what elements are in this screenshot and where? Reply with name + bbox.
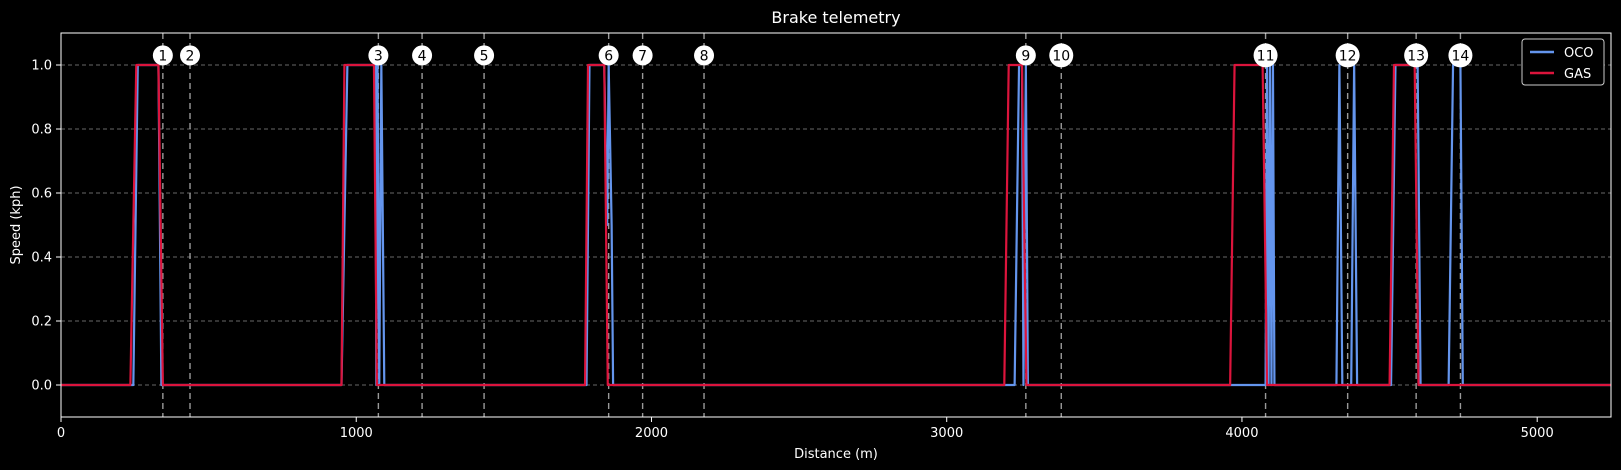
corner-badge [632, 45, 653, 66]
chart-title: Brake telemetry [771, 8, 900, 27]
x-tick-label: 1000 [340, 426, 373, 441]
y-tick-label: 1.0 [31, 59, 52, 74]
corner-label: 7 [638, 48, 647, 64]
corner-badge [368, 45, 389, 66]
corner-label: 10 [1052, 48, 1070, 64]
corner-label: 8 [700, 48, 709, 64]
x-axis: 0 1000 2000 3000 4000 5000 [57, 417, 1554, 441]
corner-label: 6 [604, 48, 613, 64]
y-tick-label: 0.2 [31, 315, 52, 330]
corner-label: 11 [1257, 48, 1275, 64]
corner-badge [180, 45, 201, 66]
series-line-gas [61, 63, 1611, 387]
corner-badge [152, 45, 173, 66]
corner-badge [1015, 45, 1036, 66]
corner-label: 9 [1021, 48, 1030, 64]
x-tick-label: 4000 [1225, 426, 1258, 441]
x-axis-label: Distance (m) [794, 447, 878, 462]
y-axis: 0.0 0.2 0.4 0.6 0.8 1.0 [31, 59, 61, 394]
corner-label: 1 [158, 48, 167, 64]
corner-labels: 1 2 3 4 5 6 7 8 9 10 11 12 13 14 [152, 43, 1473, 68]
x-tick-label: 3000 [930, 426, 963, 441]
corner-label: 2 [186, 48, 195, 64]
x-tick-label: 5000 [1521, 426, 1554, 441]
corner-badge [412, 45, 433, 66]
x-tick-label: 0 [57, 426, 65, 441]
legend-label-oco: OCO [1564, 46, 1594, 61]
corner-badge [1049, 43, 1074, 68]
corner-badge [1253, 43, 1278, 68]
y-tick-label: 0.8 [31, 123, 52, 138]
y-tick-label: 0.4 [31, 251, 52, 266]
corner-badge [1448, 43, 1473, 68]
corner-label: 14 [1452, 48, 1470, 64]
plot-area-frame [60, 32, 1612, 418]
corner-badge [1335, 43, 1360, 68]
corner-badge [694, 45, 715, 66]
corner-label: 4 [418, 48, 427, 64]
y-tick-label: 0.0 [31, 379, 52, 394]
corner-label: 5 [480, 48, 489, 64]
y-tick-label: 0.6 [31, 187, 52, 202]
y-axis-label: Speed (kph) [9, 185, 24, 264]
x-tick-label: 2000 [635, 426, 668, 441]
corner-badge [1404, 43, 1429, 68]
corner-badge [598, 45, 619, 66]
corner-label: 12 [1339, 48, 1357, 64]
corner-label: 13 [1407, 48, 1425, 64]
series-lines [61, 63, 1611, 387]
legend-label-gas: GAS [1564, 67, 1591, 82]
legend: OCO GAS [1521, 38, 1605, 86]
corner-badge [474, 45, 495, 66]
corner-label: 3 [374, 48, 383, 64]
